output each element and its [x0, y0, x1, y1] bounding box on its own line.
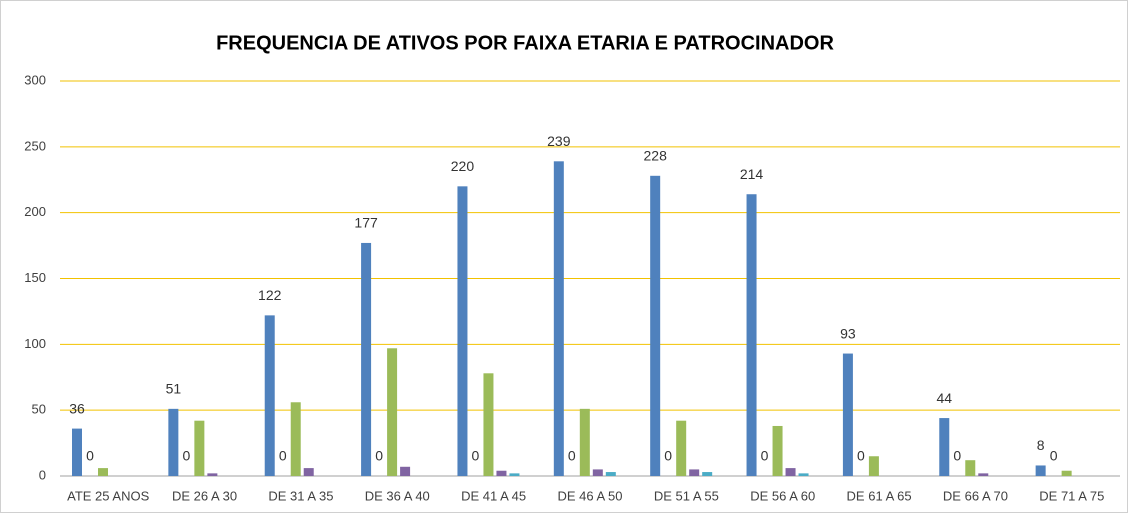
bar — [978, 473, 989, 476]
x-tick-label: DE 61 A 65 — [847, 488, 912, 503]
bar — [72, 428, 82, 476]
bar — [290, 402, 301, 476]
data-label: 93 — [840, 325, 856, 341]
data-label: 0 — [472, 448, 480, 464]
bar — [98, 468, 108, 476]
data-label: 44 — [936, 390, 952, 406]
bar — [553, 161, 564, 477]
bar — [194, 420, 205, 476]
bar — [868, 456, 879, 476]
bar — [676, 420, 687, 476]
bar — [168, 408, 179, 476]
data-label: 239 — [547, 133, 571, 149]
bar — [207, 473, 218, 476]
data-label: 0 — [375, 448, 383, 464]
data-label: 0 — [953, 448, 961, 464]
y-tick-label: 250 — [24, 138, 46, 153]
y-tick-label: 100 — [24, 336, 46, 351]
bar — [264, 315, 275, 476]
bar — [798, 473, 809, 476]
bar — [1061, 470, 1072, 476]
bar — [400, 466, 411, 476]
y-tick-label: 300 — [24, 72, 46, 87]
x-tick-label: DE 46 A 50 — [557, 488, 622, 503]
data-label: 8 — [1037, 437, 1045, 453]
y-tick-label: 50 — [32, 402, 46, 417]
data-label: 177 — [354, 215, 378, 231]
y-tick-label: 150 — [24, 270, 46, 285]
bar — [842, 353, 853, 476]
data-label: 122 — [258, 287, 282, 303]
x-tick-label: DE 71 A 75 — [1039, 488, 1104, 503]
x-tick-label: DE 66 A 70 — [943, 488, 1008, 503]
bar — [965, 460, 976, 476]
x-tick-label: DE 26 A 30 — [172, 488, 237, 503]
x-tick-label: DE 31 A 35 — [268, 488, 333, 503]
bar — [496, 470, 507, 476]
y-tick-label: 200 — [24, 204, 46, 219]
data-label: 36 — [69, 400, 85, 416]
data-label: 214 — [740, 166, 764, 182]
bar — [457, 186, 468, 477]
bar — [746, 194, 757, 476]
data-label: 0 — [761, 448, 769, 464]
bar — [650, 175, 661, 477]
bar — [939, 418, 950, 476]
data-label: 0 — [664, 448, 672, 464]
bar — [387, 348, 398, 476]
bar — [579, 408, 590, 476]
bar — [483, 373, 494, 476]
bar — [702, 472, 713, 476]
data-label: 0 — [279, 448, 287, 464]
data-label: 228 — [644, 148, 668, 164]
bar — [605, 472, 616, 476]
data-label: 0 — [1050, 448, 1058, 464]
bar — [361, 242, 372, 476]
x-tick-label: DE 56 A 60 — [750, 488, 815, 503]
bar — [772, 425, 783, 476]
data-label: 220 — [451, 158, 475, 174]
bar — [592, 469, 603, 476]
bar — [1035, 465, 1046, 476]
bar — [509, 473, 520, 476]
data-label: 0 — [857, 448, 865, 464]
x-tick-label: DE 36 A 40 — [365, 488, 430, 503]
x-tick-label: ATE 25 ANOS — [67, 488, 149, 503]
data-label: 51 — [166, 381, 182, 397]
data-label: 0 — [568, 448, 576, 464]
data-label: 0 — [86, 448, 94, 464]
bar — [689, 469, 700, 476]
bar — [785, 468, 796, 476]
x-tick-label: DE 41 A 45 — [461, 488, 526, 503]
bar — [303, 468, 314, 476]
data-label: 0 — [182, 448, 190, 464]
y-tick-label: 0 — [39, 467, 46, 482]
chart-title: FREQUENCIA DE ATIVOS POR FAIXA ETARIA E … — [216, 32, 834, 54]
x-tick-label: DE 51 A 55 — [654, 488, 719, 503]
